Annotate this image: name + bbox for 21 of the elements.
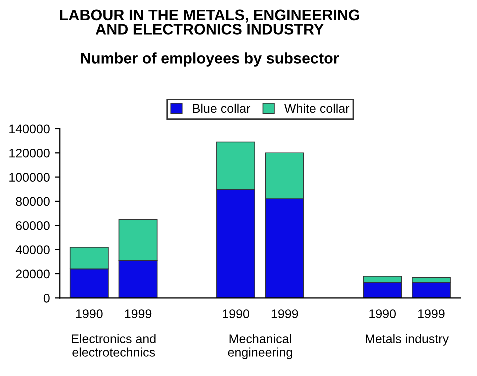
x-tick-label: 1999 <box>125 310 152 318</box>
y-tick-label: 100000 <box>10 173 50 182</box>
y-tick-label: 0 <box>44 294 50 303</box>
y-tick-label: 60000 <box>16 221 50 230</box>
chart-subtitle: Number of employees by subsector <box>81 52 340 67</box>
chart-title: LABOUR IN THE METALS, ENGINEERING AND ELECTRONICS INDUSTRY <box>60 10 360 35</box>
y-tick-label: 120000 <box>10 148 50 158</box>
text: Mechanical engineering <box>228 334 292 360</box>
x-tick-label: 1990 <box>223 310 250 318</box>
x-tick-label: 1990 <box>76 310 103 318</box>
x-tick-label: 1999 <box>418 310 445 318</box>
y-tick-label: 20000 <box>16 270 50 279</box>
text: Metals industry <box>366 334 450 346</box>
legend-label: White collar <box>284 104 350 114</box>
x-tick-label: 1999 <box>272 310 298 318</box>
legend-label: Blue collar <box>193 104 251 114</box>
y-tick-label: 80000 <box>16 197 50 206</box>
x-tick-label: 1990 <box>370 310 396 318</box>
text: Electronics and electrotechnics <box>72 334 156 357</box>
y-tick-label: 140000 <box>10 124 50 134</box>
y-tick-label: 40000 <box>16 246 50 254</box>
